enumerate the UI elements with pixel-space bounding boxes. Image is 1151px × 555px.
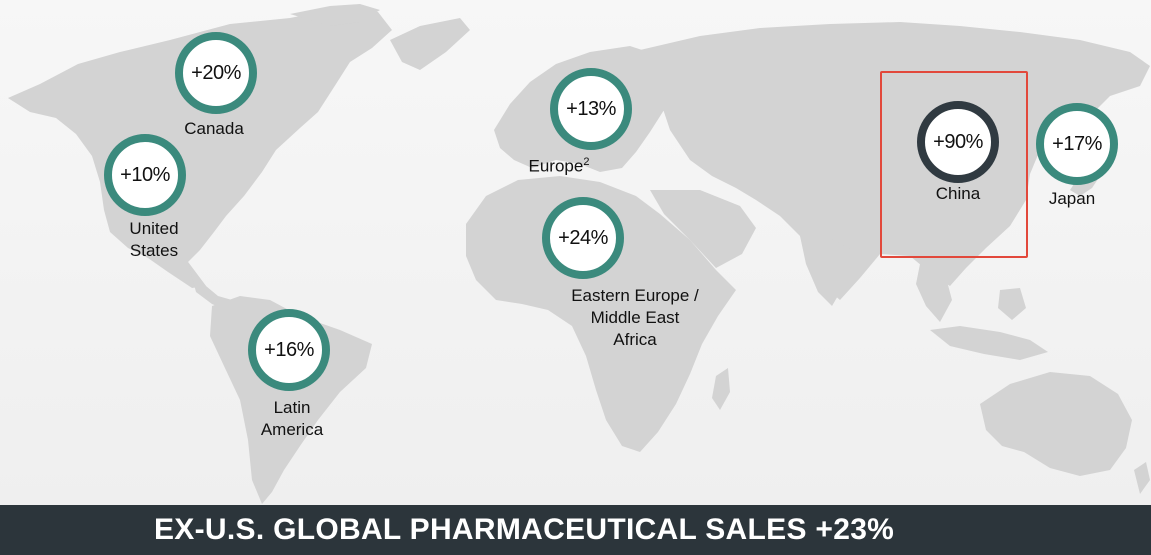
eemea-marker: +24% [542,197,624,279]
europe-label-text: Europe [528,156,584,176]
united-states-marker: +10% [104,134,186,216]
china-marker: +90% [917,101,999,183]
canada-value: +20% [191,61,241,84]
banner-title: EX-U.S. GLOBAL PHARMACEUTICAL SALES +23% [154,513,895,546]
japan-marker: +17% [1036,103,1118,185]
united-states-value: +10% [120,163,170,186]
china-highlight-box [880,71,1028,258]
canada-label: Canada [184,119,244,138]
summary-banner: EX-U.S. GLOBAL PHARMACEUTICAL SALES +23% [0,505,1151,555]
world-map: +20% Canada +10% United States +16% Lati… [0,0,1151,505]
eemea-label: Eastern Europe / Middle East Africa [571,286,699,349]
latin-america-value: +16% [264,338,314,361]
united-states-label: United States [129,219,179,260]
eemea-value: +24% [558,226,608,249]
europe-footnote-marker: 2 [583,156,590,168]
latin-america-marker: +16% [248,309,330,391]
europe-marker: +13% [550,68,632,150]
canada-marker: +20% [175,32,257,114]
europe-label: Europe2 [514,151,604,178]
japan-value: +17% [1052,132,1102,155]
world-map-landmass [8,4,1150,504]
china-label: China [935,184,981,203]
china-value: +90% [933,130,983,153]
japan-label: Japan [1048,189,1096,208]
europe-value: +13% [566,97,616,120]
latin-america-label: Latin America [260,398,324,439]
